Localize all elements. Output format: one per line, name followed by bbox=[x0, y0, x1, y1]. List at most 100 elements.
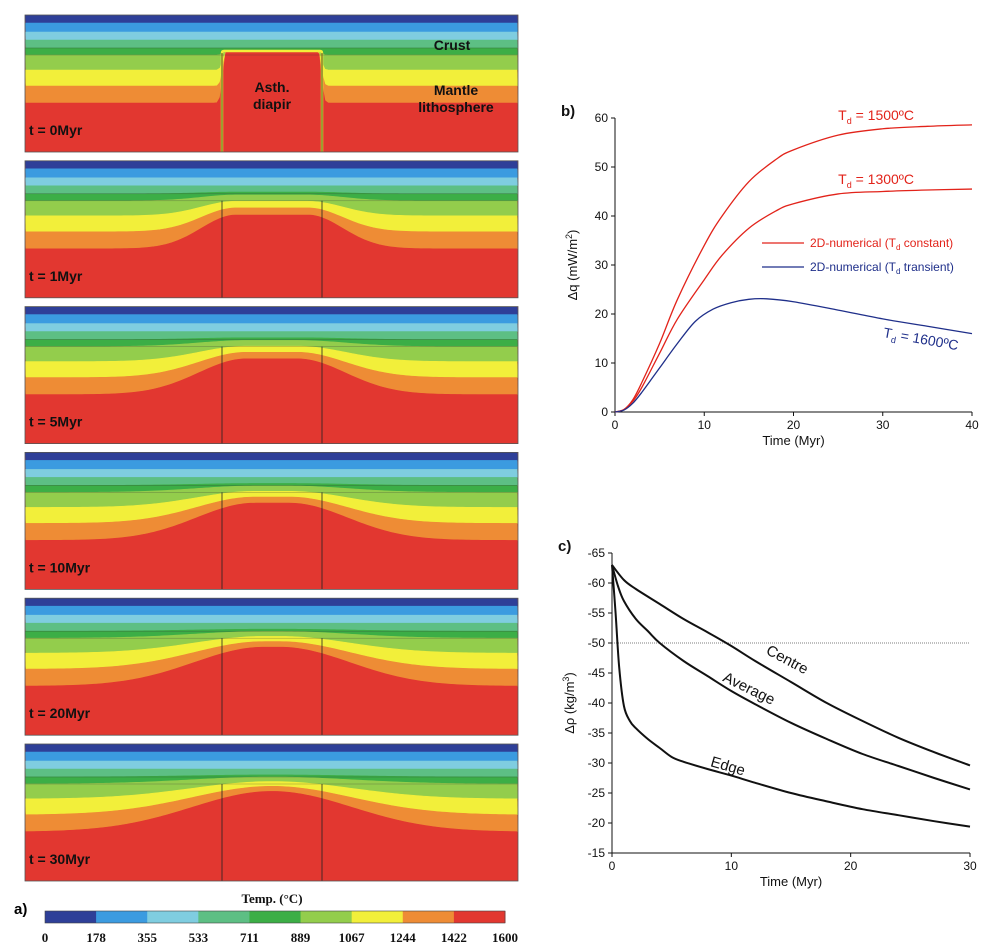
diapir-label-line1: Asth. bbox=[255, 79, 290, 95]
colorbar-tick-label: 1244 bbox=[390, 930, 417, 945]
diapir-outline bbox=[220, 49, 324, 152]
y-tick-label: -15 bbox=[588, 846, 606, 860]
snapshot-3: t = 10Myr bbox=[24, 451, 519, 590]
panel-b-heat-flow-chart: b) 0 10 20 30 40 0 10 20 30 40 50 60 Time (Myr) Δq (mW… bbox=[561, 103, 979, 448]
colorbar-swatch bbox=[198, 911, 250, 923]
y-tick-label: 40 bbox=[595, 209, 609, 223]
isotherm-band bbox=[25, 646, 518, 736]
snapshot-frame bbox=[24, 743, 519, 882]
colorbar-tick-label: 533 bbox=[189, 930, 209, 945]
y-tick-label: -65 bbox=[588, 546, 606, 560]
x-tick-label: 0 bbox=[609, 859, 616, 873]
colorbar-swatch bbox=[96, 911, 148, 923]
y-tick-label: -30 bbox=[588, 756, 606, 770]
isotherm-band bbox=[25, 323, 518, 332]
isotherm-band bbox=[25, 168, 518, 179]
isotherm-band bbox=[25, 160, 518, 170]
colorbar-tick-label: 711 bbox=[240, 930, 259, 945]
isotherm-band bbox=[25, 306, 518, 315]
colorbar-swatch bbox=[147, 911, 199, 923]
panel-c-density-chart: c) 0 10 20 30 -65 -60 -55 -50 -45 -40 -35 -30 -25 -20 -… bbox=[558, 538, 977, 889]
legend-entry: 2D-numerical (Td constant) bbox=[810, 236, 953, 252]
curve-label: Td = 1300ºC bbox=[838, 171, 914, 190]
snapshot-5: t = 30Myr bbox=[24, 743, 519, 882]
isotherm-band bbox=[25, 460, 518, 470]
colorbar-title: Temp. (°C) bbox=[241, 891, 302, 906]
time-label: t = 20Myr bbox=[29, 705, 91, 721]
isotherm-band bbox=[25, 15, 518, 24]
isotherm-band bbox=[25, 751, 518, 762]
isotherm-band bbox=[25, 791, 518, 881]
panel-a-label: a) bbox=[14, 901, 27, 918]
isotherm-band bbox=[25, 50, 518, 152]
isotherm-band bbox=[25, 614, 518, 624]
isotherm-band bbox=[25, 314, 518, 324]
x-tick-label: 20 bbox=[844, 859, 858, 873]
x-tick-label: 20 bbox=[787, 418, 801, 432]
y-tick-label: -20 bbox=[588, 816, 606, 830]
mantle-label-line1: Mantle bbox=[434, 82, 479, 98]
x-axis-label: Time (Myr) bbox=[762, 433, 824, 448]
time-label: t = 1Myr bbox=[29, 268, 83, 284]
snapshot-frame bbox=[24, 597, 519, 736]
panel-label: c) bbox=[558, 538, 571, 555]
time-label: t = 10Myr bbox=[29, 559, 91, 575]
y-tick-label: -60 bbox=[588, 576, 606, 590]
series-line bbox=[614, 124, 973, 413]
snapshot-frame bbox=[24, 306, 519, 445]
time-label: t = 0Myr bbox=[29, 122, 83, 138]
snapshot-1: t = 1Myr bbox=[24, 160, 519, 299]
isotherm-band bbox=[25, 760, 518, 770]
isotherm-band bbox=[25, 598, 518, 607]
y-tick-label: 10 bbox=[595, 356, 609, 370]
series-line bbox=[611, 564, 971, 828]
colorbar-swatch bbox=[249, 911, 302, 923]
colorbar-tick-label: 1600 bbox=[492, 930, 518, 945]
x-tick-label: 40 bbox=[965, 418, 979, 432]
isotherm-band bbox=[25, 744, 518, 753]
isotherm-band bbox=[25, 502, 518, 590]
crust-label: Crust bbox=[434, 37, 471, 53]
curve-label: Centre bbox=[763, 642, 811, 678]
x-axis-label: Time (Myr) bbox=[760, 874, 822, 889]
y-tick-label: -40 bbox=[588, 696, 606, 710]
colorbar-tick-label: 889 bbox=[291, 930, 311, 945]
colorbar-swatch bbox=[45, 911, 97, 923]
snapshot-frame bbox=[24, 451, 519, 590]
isotherm-band bbox=[25, 605, 518, 616]
isotherm-band bbox=[25, 214, 518, 298]
x-tick-label: 0 bbox=[612, 418, 619, 432]
series-line bbox=[611, 564, 971, 767]
temperature-colorbar: Temp. (°C) 0 178 355 533 711 889 1067 1244 1422 16… bbox=[42, 891, 518, 945]
isotherm-band bbox=[25, 177, 518, 187]
y-tick-label: -35 bbox=[588, 726, 606, 740]
y-tick-label: -50 bbox=[588, 636, 606, 650]
panel-label: b) bbox=[561, 103, 575, 120]
series-line bbox=[614, 297, 973, 413]
colorbar-tick-label: 1422 bbox=[441, 930, 467, 945]
y-tick-label: 30 bbox=[595, 258, 609, 272]
snapshot-frame bbox=[24, 160, 519, 299]
colorbar-swatch bbox=[300, 911, 353, 923]
colorbar-frame bbox=[44, 910, 506, 924]
y-tick-label: -55 bbox=[588, 606, 606, 620]
y-tick-label: 60 bbox=[595, 111, 609, 125]
colorbar-tick-label: 1067 bbox=[339, 930, 366, 945]
isotherm-band bbox=[25, 358, 518, 444]
snapshot-2: t = 5Myr bbox=[24, 306, 519, 445]
colorbar-tick-label: 178 bbox=[86, 930, 106, 945]
x-tick-label: 10 bbox=[725, 859, 739, 873]
y-axis-label: Δq (mW/m2) bbox=[564, 230, 580, 301]
x-tick-label: 30 bbox=[876, 418, 890, 432]
y-axis-label: Δρ (kg/m3) bbox=[561, 672, 577, 734]
x-tick-label: 30 bbox=[963, 859, 977, 873]
time-label: t = 5Myr bbox=[29, 414, 83, 430]
colorbar-swatch bbox=[351, 911, 404, 923]
legend-entry: 2D-numerical (Td transient) bbox=[810, 260, 954, 276]
isotherm-band bbox=[25, 469, 518, 478]
mantle-label-line2: lithosphere bbox=[418, 99, 494, 115]
x-tick-label: 10 bbox=[698, 418, 712, 432]
